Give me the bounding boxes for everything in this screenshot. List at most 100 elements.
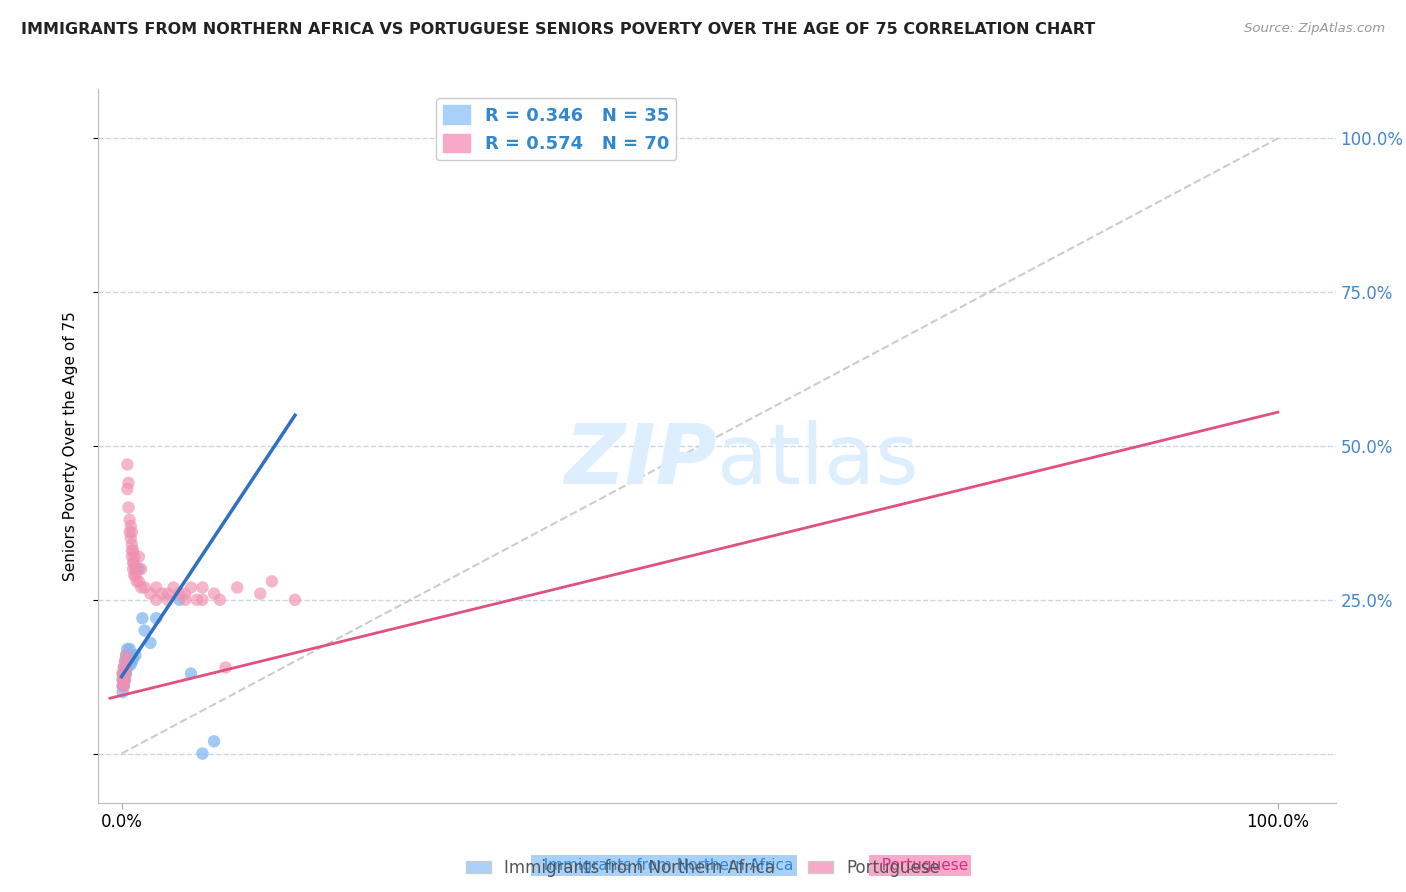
Point <box>125 574 148 589</box>
Point <box>115 660 138 674</box>
Point <box>191 581 214 595</box>
Point <box>128 549 150 564</box>
Point <box>111 673 134 687</box>
Point <box>115 660 138 674</box>
Point <box>180 581 202 595</box>
Point <box>111 679 134 693</box>
Point <box>284 592 307 607</box>
Point <box>124 648 146 662</box>
Point <box>112 679 135 693</box>
Point <box>122 651 145 665</box>
Point <box>145 581 167 595</box>
Point <box>125 562 148 576</box>
Point <box>186 592 208 607</box>
Point <box>129 581 152 595</box>
Point <box>117 648 139 662</box>
Legend: R = 0.346   N = 35, R = 0.574   N = 70: R = 0.346 N = 35, R = 0.574 N = 70 <box>436 98 676 161</box>
Point <box>131 611 153 625</box>
Point <box>202 734 225 748</box>
Point <box>226 581 249 595</box>
Point <box>128 574 150 589</box>
Point <box>162 581 184 595</box>
Point <box>145 611 167 625</box>
Point <box>121 654 143 668</box>
Point <box>128 562 150 576</box>
Point <box>122 568 145 582</box>
Point <box>112 679 135 693</box>
Text: IMMIGRANTS FROM NORTHERN AFRICA VS PORTUGUESE SENIORS POVERTY OVER THE AGE OF 75: IMMIGRANTS FROM NORTHERN AFRICA VS PORTU… <box>21 22 1095 37</box>
Point <box>115 666 138 681</box>
Point <box>117 654 139 668</box>
Point <box>111 666 134 681</box>
Point <box>122 556 145 570</box>
Point <box>117 654 139 668</box>
Point <box>121 537 143 551</box>
Point <box>111 679 134 693</box>
Point <box>260 574 283 589</box>
Point <box>191 592 214 607</box>
Point <box>124 562 146 576</box>
Text: Portuguese: Portuguese <box>872 858 967 872</box>
Point <box>117 458 139 472</box>
Point <box>114 654 136 668</box>
Point <box>112 666 135 681</box>
Point <box>122 543 145 558</box>
Point <box>117 475 139 490</box>
Point <box>191 747 214 761</box>
Point <box>117 500 139 515</box>
Legend: Immigrants from Northern Africa, Portuguese: Immigrants from Northern Africa, Portugu… <box>458 853 948 884</box>
Point <box>208 592 231 607</box>
Point <box>122 562 145 576</box>
Point <box>118 513 141 527</box>
Point <box>169 587 191 601</box>
Point <box>120 531 142 545</box>
Point <box>174 592 197 607</box>
Point <box>145 592 167 607</box>
Point <box>202 587 225 601</box>
Point <box>112 660 135 674</box>
Point <box>114 673 136 687</box>
Point <box>118 525 141 540</box>
Text: Immigrants from Northern Africa: Immigrants from Northern Africa <box>534 858 793 872</box>
Point <box>174 587 197 601</box>
Point <box>120 519 142 533</box>
Point <box>117 482 139 496</box>
Y-axis label: Seniors Poverty Over the Age of 75: Seniors Poverty Over the Age of 75 <box>63 311 77 581</box>
Point <box>118 651 141 665</box>
Point <box>169 592 191 607</box>
Point <box>112 673 135 687</box>
Point <box>120 648 142 662</box>
Point <box>150 587 173 601</box>
Point <box>129 562 152 576</box>
Text: Source: ZipAtlas.com: Source: ZipAtlas.com <box>1244 22 1385 36</box>
Point <box>117 642 139 657</box>
Point <box>111 666 134 681</box>
Point <box>114 654 136 668</box>
Point <box>134 624 156 638</box>
Point <box>112 666 135 681</box>
Point <box>112 673 135 687</box>
Point <box>122 556 145 570</box>
Point <box>180 666 202 681</box>
Point <box>112 660 135 674</box>
Point <box>115 648 138 662</box>
Point <box>139 587 162 601</box>
Text: ZIP: ZIP <box>564 420 717 500</box>
Point <box>117 660 139 674</box>
Point <box>214 660 236 674</box>
Point <box>114 673 136 687</box>
Point <box>156 587 179 601</box>
Point <box>124 568 146 582</box>
Point <box>114 666 136 681</box>
Point <box>111 673 134 687</box>
Point <box>122 549 145 564</box>
Point <box>249 587 271 601</box>
Point <box>121 549 143 564</box>
Point <box>118 642 141 657</box>
Text: atlas: atlas <box>717 420 918 500</box>
Point <box>156 592 179 607</box>
Point <box>121 525 143 540</box>
Point <box>121 543 143 558</box>
Point <box>139 636 162 650</box>
Point <box>115 648 138 662</box>
